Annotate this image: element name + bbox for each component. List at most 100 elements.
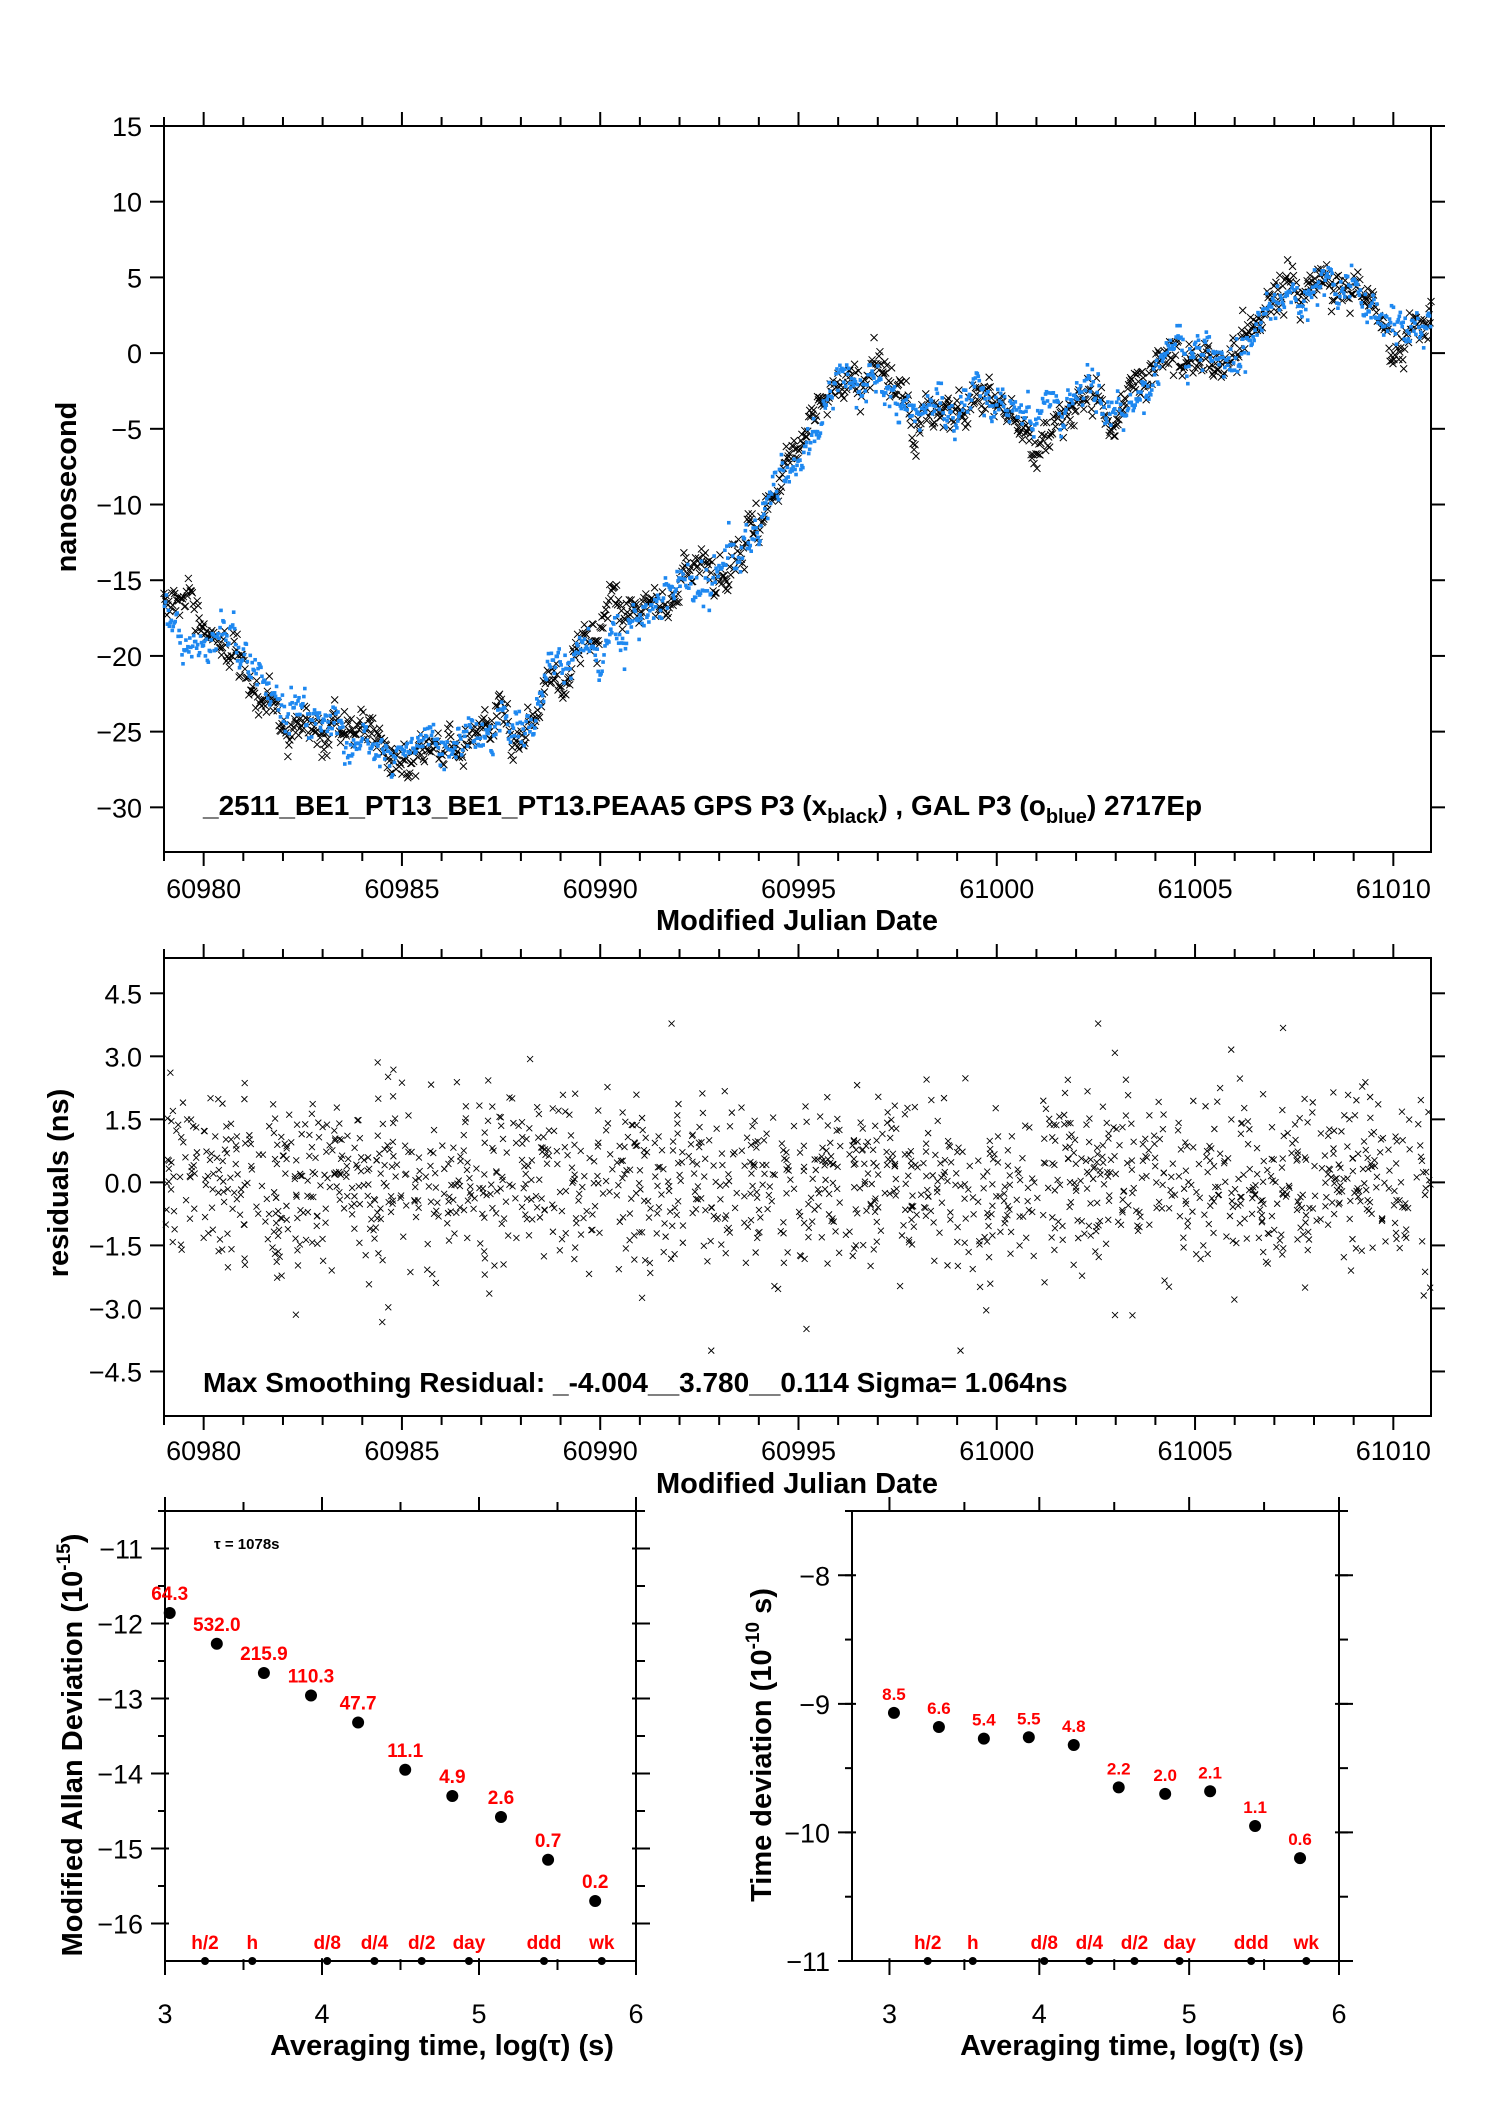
residual-point [296, 1241, 304, 1248]
gal-point [767, 490, 772, 495]
residual-point [1311, 1192, 1319, 1200]
gps-point [1034, 450, 1042, 458]
gal-point [508, 740, 513, 745]
residual-point [1304, 1118, 1311, 1126]
gps-point [1171, 351, 1180, 360]
gal-point [1138, 398, 1142, 402]
gal-point [799, 467, 803, 472]
residual-point [215, 1247, 222, 1255]
residual-point [317, 1182, 324, 1189]
residual-point [405, 1112, 412, 1119]
gal-point [1190, 352, 1195, 356]
residual-point [1402, 1234, 1410, 1242]
gal-point [608, 632, 612, 637]
residual-point [183, 1116, 191, 1123]
residual-point [481, 1271, 489, 1278]
residual-point [969, 1194, 977, 1201]
gal-point [486, 731, 490, 736]
gal-point [263, 679, 267, 684]
gps-point [352, 730, 361, 738]
gal-point [1184, 365, 1188, 369]
gal-point [855, 382, 860, 387]
residual-point [356, 1134, 364, 1142]
residual-point [271, 1115, 279, 1122]
gal-point [1104, 416, 1108, 420]
gal-point [244, 642, 249, 646]
gps-point [1279, 311, 1288, 319]
point-value-label: 110.3 [288, 1667, 335, 1688]
gal-point [306, 736, 311, 740]
gal-point [365, 738, 370, 742]
gps-point [576, 659, 585, 668]
gal-point [1132, 405, 1137, 410]
residual-point [1385, 1185, 1393, 1192]
gal-point [428, 725, 433, 730]
gal-point [939, 381, 944, 386]
gal-point [817, 434, 822, 438]
residual-point [1048, 1234, 1055, 1241]
residual-point [1174, 1127, 1182, 1134]
residual-point [931, 1257, 938, 1265]
gal-point [862, 382, 867, 387]
gal-point [622, 667, 627, 672]
residual-point [283, 1216, 291, 1224]
gal-point [665, 606, 670, 610]
gps-point [252, 676, 261, 685]
residual-point [1086, 1115, 1093, 1122]
gps-point [303, 715, 312, 724]
residual-point [1153, 1179, 1160, 1186]
gal-point [523, 731, 527, 736]
residual-point [643, 1148, 651, 1156]
gal-point [265, 682, 269, 686]
gps-point [238, 650, 246, 659]
gal-point [899, 406, 904, 411]
residual-point [500, 1215, 508, 1222]
residual-point [1189, 1097, 1197, 1105]
residual-point [402, 1202, 410, 1209]
residual-point [1175, 1173, 1183, 1180]
gal-point [592, 647, 597, 651]
residual-point [1072, 1160, 1080, 1168]
gal-point [254, 671, 258, 676]
gps-point [887, 364, 896, 372]
gal-point [1108, 412, 1112, 416]
gal-point [877, 378, 881, 382]
residual-point [1146, 1221, 1153, 1228]
gal-point [1074, 381, 1079, 385]
residual-point [424, 1240, 432, 1248]
gal-point [544, 677, 549, 682]
gal-point [444, 745, 448, 749]
residual-point [1328, 1199, 1336, 1206]
gal-point [1335, 301, 1339, 305]
residual-point [1089, 1175, 1097, 1183]
x-tick-label: 61005 [1158, 874, 1233, 904]
gps-point [445, 720, 454, 728]
gal-point [1395, 320, 1400, 324]
gal-point [1024, 409, 1028, 414]
gal-point [824, 403, 829, 407]
gal-point [1394, 342, 1399, 347]
residual-point [487, 1181, 495, 1189]
residual-point [497, 1122, 505, 1130]
residual-point [1099, 1142, 1107, 1149]
residual-point [1116, 1141, 1123, 1149]
gal-point [743, 528, 748, 533]
gal-point [440, 752, 445, 757]
gps-point [777, 483, 786, 492]
gps-point [369, 725, 378, 734]
gal-point [187, 650, 191, 654]
residual-point [981, 1233, 988, 1241]
gal-point [1077, 390, 1082, 395]
gal-point [891, 387, 896, 392]
gal-point [666, 583, 671, 588]
residual-point [883, 1148, 890, 1156]
y-tick-label: 5 [127, 263, 142, 293]
gal-point [375, 742, 379, 746]
residual-point [655, 1133, 662, 1140]
gal-point [470, 719, 475, 723]
gps-point [236, 671, 244, 680]
residual-point [961, 1180, 969, 1188]
residual-point [1406, 1146, 1413, 1153]
residual-point [444, 1209, 452, 1217]
gal-point [329, 732, 333, 737]
